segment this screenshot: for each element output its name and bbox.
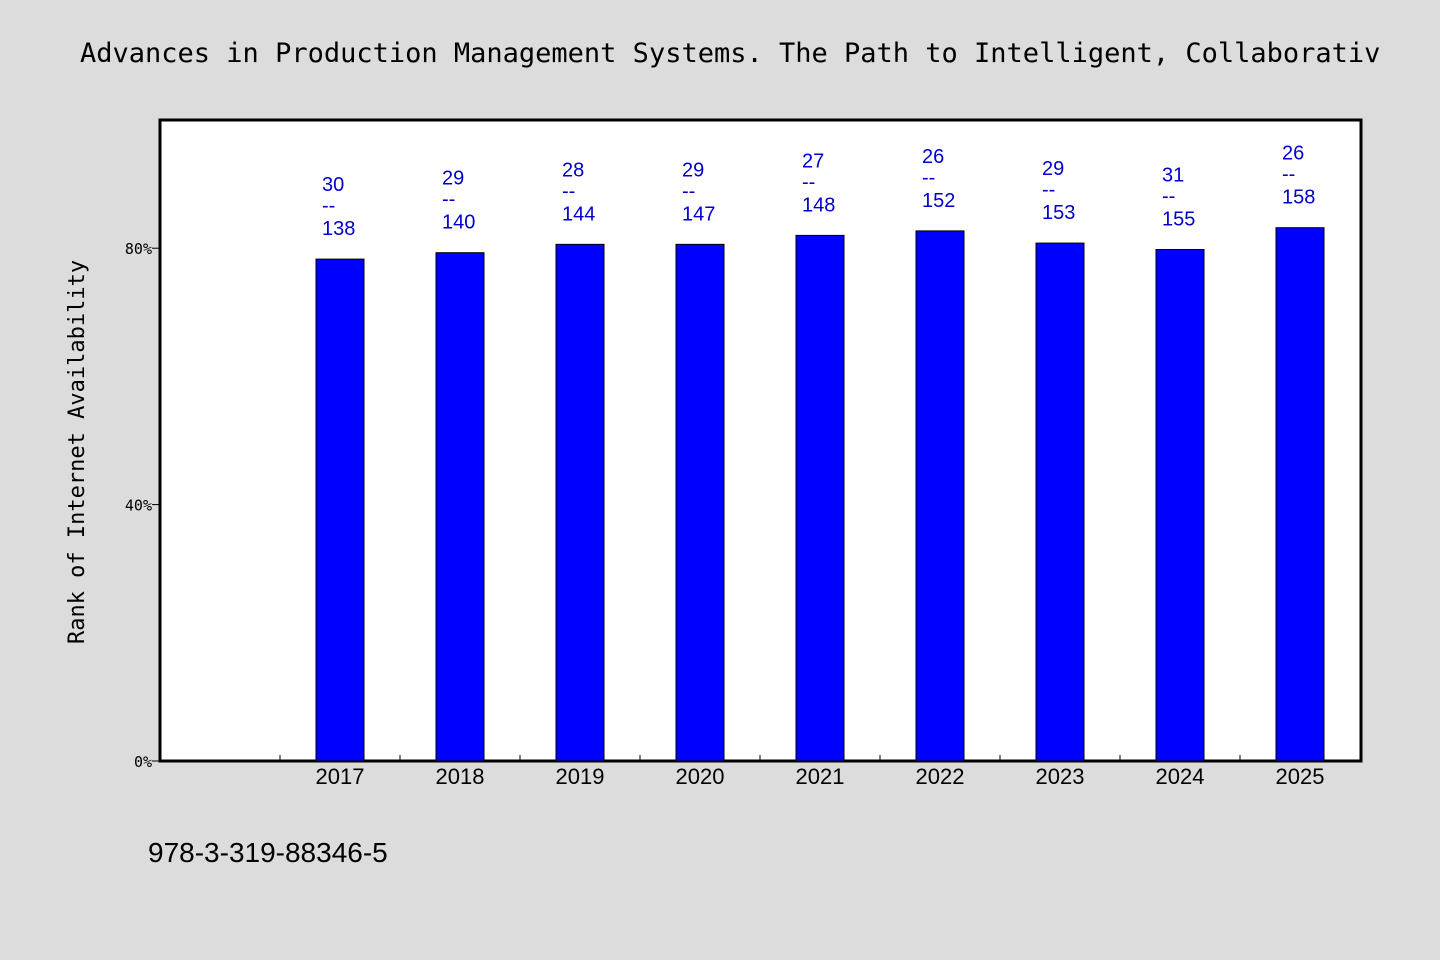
data-label-2019: 28--144: [562, 159, 595, 225]
x-tick-label: 2018: [436, 764, 485, 789]
y-tick-label: 0%: [134, 753, 152, 771]
data-label-separator: --: [922, 167, 935, 189]
bar-2021: [795, 234, 845, 762]
bar-2019: [555, 243, 605, 762]
x-tick-label: 2024: [1156, 764, 1205, 789]
x-tick-label: 2021: [796, 764, 845, 789]
data-label-separator: --: [1042, 179, 1055, 201]
data-label-2017: 30--138: [322, 174, 355, 240]
x-tick-label: 2022: [916, 764, 965, 789]
data-label-2021: 27--148: [802, 150, 835, 216]
data-label-numerator: 30: [322, 174, 344, 196]
data-label-separator: --: [322, 195, 335, 217]
data-label-2025: 26--158: [1282, 143, 1315, 209]
x-axis: 2017 2018 2019 2020 2021 2022 2023 2024 2025: [279, 755, 1361, 789]
x-tick-label: 2025: [1276, 764, 1325, 789]
bar-2017: [315, 258, 365, 762]
data-label-denominator: 155: [1162, 208, 1195, 230]
x-tick-label: 2023: [1036, 764, 1085, 789]
data-label-numerator: 26: [922, 146, 944, 168]
bar-2023: [1035, 242, 1085, 762]
data-label-numerator: 27: [802, 150, 824, 172]
data-label-2023: 29--153: [1042, 158, 1075, 224]
chart-title: Advances in Production Management System…: [80, 38, 1380, 69]
bars-layer: [315, 227, 1325, 762]
bar-2025: [1275, 227, 1325, 762]
bar-2018: [435, 252, 485, 762]
data-label-numerator: 29: [1042, 158, 1064, 180]
data-label-separator: --: [562, 180, 575, 202]
isbn-label: 978-3-319-88346-5: [148, 837, 388, 868]
data-label-denominator: 144: [562, 203, 595, 225]
y-tick-label: 80%: [125, 240, 152, 258]
data-label-separator: --: [682, 180, 695, 202]
data-label-2022: 26--152: [922, 146, 955, 212]
x-tick-label: 2017: [316, 764, 365, 789]
data-label-denominator: 138: [322, 218, 355, 240]
data-label-denominator: 158: [1282, 187, 1315, 209]
data-label-separator: --: [802, 171, 815, 193]
data-label-denominator: 152: [922, 190, 955, 212]
data-label-denominator: 153: [1042, 202, 1075, 224]
data-label-2024: 31--155: [1162, 164, 1195, 230]
data-label-2020: 29--147: [682, 159, 715, 225]
y-axis-label: Rank of Internet Availability: [65, 260, 90, 644]
data-label-numerator: 26: [1282, 143, 1304, 165]
x-tick-label: 2020: [676, 764, 725, 789]
data-labels-layer: 30--13829--14028--14429--14727--14826--1…: [322, 143, 1315, 240]
data-label-denominator: 148: [802, 194, 835, 216]
data-label-numerator: 29: [442, 168, 464, 190]
y-axis: 0% 40% 80%: [125, 240, 160, 771]
data-label-numerator: 31: [1162, 164, 1184, 186]
y-tick-label: 40%: [125, 497, 152, 515]
bar-2024: [1155, 248, 1205, 762]
data-label-denominator: 147: [682, 203, 715, 225]
data-label-separator: --: [1162, 185, 1175, 207]
bar-2022: [915, 230, 965, 762]
data-label-numerator: 29: [682, 159, 704, 181]
x-tick-label: 2019: [556, 764, 605, 789]
data-label-denominator: 140: [442, 212, 475, 234]
data-label-separator: --: [1282, 164, 1295, 186]
bar-2020: [675, 243, 725, 762]
data-label-numerator: 28: [562, 159, 584, 181]
data-label-2018: 29--140: [442, 168, 475, 234]
data-label-separator: --: [442, 189, 455, 211]
